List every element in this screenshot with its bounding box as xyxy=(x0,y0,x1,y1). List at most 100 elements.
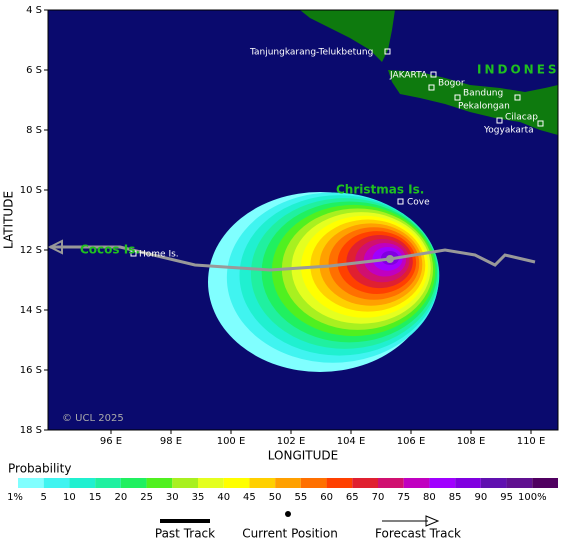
y-axis-label: LATITUDE xyxy=(2,191,16,249)
place-marker xyxy=(397,198,404,205)
colorbar-cell xyxy=(506,478,533,488)
colorbar: 1% 5 10 15 20 25 30 35 40 45 50 55 60 65 70 75 80 85 90 95 1… xyxy=(7,478,558,503)
colorbar-cell xyxy=(198,478,224,488)
legend-label: Current Position xyxy=(242,527,338,541)
x-tick-label: 104 E xyxy=(337,436,366,447)
colorbar-cell xyxy=(352,478,378,488)
place-marker xyxy=(537,120,544,127)
sumatra xyxy=(300,10,395,62)
colorbar-cell xyxy=(120,478,147,488)
place-label: Cilacap xyxy=(505,113,538,123)
colorbar-label: 100% xyxy=(518,492,547,503)
colorbar-cell xyxy=(275,478,301,488)
colorbar-label: 30 xyxy=(166,492,179,503)
colorbar-label: 10 xyxy=(63,492,76,503)
y-tick-label: 18 S xyxy=(20,425,42,436)
colorbar-cell xyxy=(223,478,250,488)
java xyxy=(388,70,558,135)
colorbar-cell xyxy=(172,478,198,488)
x-tick-label: 110 E xyxy=(517,436,546,447)
x-axis-label: LONGITUDE xyxy=(268,449,338,463)
colorbar-label: 1% xyxy=(7,492,23,503)
place-marker xyxy=(430,71,437,78)
colorbar-cell xyxy=(480,478,507,488)
forecast-track-line xyxy=(389,248,536,267)
colorbar-cell xyxy=(69,478,96,488)
colorbar-cell xyxy=(300,478,327,488)
colorbar-cell xyxy=(326,478,353,488)
colorbar-cell xyxy=(43,478,70,488)
colorbar-label: 65 xyxy=(346,492,359,503)
colorbar-label: 70 xyxy=(372,492,385,503)
x-tick-label: 106 E xyxy=(397,436,426,447)
place-label: JAKARTA xyxy=(389,71,428,81)
colorbar-label: 60 xyxy=(320,492,333,503)
colorbar-cell xyxy=(378,478,404,488)
place-label: Tanjungkarang-Telukbetung xyxy=(249,48,373,58)
colorbar-cell xyxy=(429,478,456,488)
colorbar-label: 40 xyxy=(217,492,230,503)
colorbar-label: 50 xyxy=(269,492,282,503)
copyright: © UCL 2025 xyxy=(62,413,124,424)
place-marker xyxy=(428,84,435,91)
forecast-arrow xyxy=(425,515,440,527)
land xyxy=(300,10,558,135)
region-label: Christmas Is. xyxy=(336,183,424,197)
colorbar-label: 80 xyxy=(423,492,436,503)
region-label: Cocos Is. xyxy=(80,243,140,257)
past-track-line xyxy=(50,245,391,272)
probability-swath xyxy=(208,192,440,372)
colorbar-label: 75 xyxy=(397,492,410,503)
colorbar-label: 55 xyxy=(294,492,307,503)
region-label: INDONES xyxy=(477,63,560,77)
place-label: Cove xyxy=(407,198,430,208)
colorbar-label: 95 xyxy=(500,492,513,503)
x-tick-label: 98 E xyxy=(160,436,182,447)
colorbar-cell xyxy=(532,478,558,488)
y-tick-label: 4 S xyxy=(26,5,42,16)
colorbar-label: 20 xyxy=(114,492,127,503)
places: Tanjungkarang-Telukbetung JAKARTA Bogor … xyxy=(80,48,560,260)
x-tick-label: 100 E xyxy=(217,436,246,447)
colorbar-cell xyxy=(18,478,44,488)
y-tick-label: 10 S xyxy=(20,185,42,196)
colorbar-cell xyxy=(146,478,173,488)
track-arrow xyxy=(47,239,63,255)
current-position-key xyxy=(285,511,291,517)
y-tick-label: 8 S xyxy=(26,125,42,136)
colorbar-label: 15 xyxy=(89,492,102,503)
x-tick-label: 96 E xyxy=(100,436,122,447)
colorbar-label: 90 xyxy=(474,492,487,503)
colorbar-cell xyxy=(95,478,121,488)
legend-label: Past Track xyxy=(155,527,215,541)
place-marker xyxy=(454,94,461,101)
place-label: Bandung xyxy=(463,89,503,99)
place-marker xyxy=(496,117,503,124)
place-label: Bogor xyxy=(438,79,465,89)
axes: 4 S 6 S 8 S 10 S 12 S 14 S 16 S 18 S 96 E 98 E 100… xyxy=(20,5,546,447)
colorbar-cell xyxy=(403,478,430,488)
colorbar-cell xyxy=(249,478,276,488)
place-label: Home Is. xyxy=(139,250,179,260)
place-label: Yogyakarta xyxy=(483,126,534,136)
map-frame xyxy=(47,9,559,431)
place-marker xyxy=(384,48,391,55)
y-tick-label: 14 S xyxy=(20,305,42,316)
legend-title: Probability xyxy=(8,462,71,476)
colorbar-label: 85 xyxy=(449,492,462,503)
x-tick-label: 102 E xyxy=(277,436,306,447)
place-label: Pekalongan xyxy=(458,102,510,112)
colorbar-label: 25 xyxy=(140,492,153,503)
y-tick-label: 16 S xyxy=(20,365,42,376)
legend-label: Forecast Track xyxy=(375,527,461,541)
current-position xyxy=(386,255,394,263)
colorbar-label: 45 xyxy=(243,492,256,503)
y-tick-label: 6 S xyxy=(26,65,42,76)
x-tick-label: 108 E xyxy=(457,436,486,447)
place-marker xyxy=(514,94,521,101)
y-tick-label: 12 S xyxy=(20,245,42,256)
colorbar-label: 35 xyxy=(192,492,205,503)
colorbar-cell xyxy=(455,478,481,488)
